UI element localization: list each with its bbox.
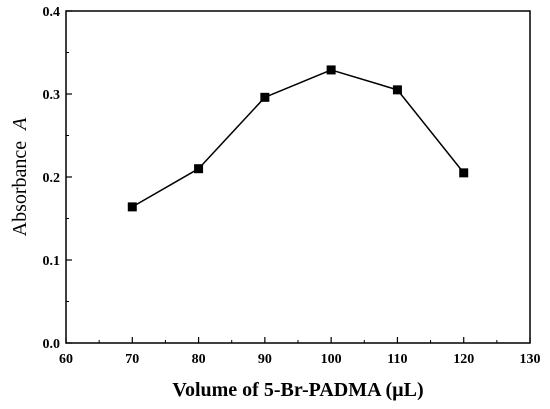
x-tick-label: 100: [321, 352, 342, 367]
series-line-segment: [264, 69, 332, 99]
x-axis-ticks: [65, 337, 531, 343]
series-line-segment: [198, 96, 266, 170]
x-tick-label: 130: [520, 352, 541, 367]
series-line-segment: [396, 89, 465, 174]
y-tick-label: 0.2: [43, 171, 61, 186]
x-tick-label: 120: [453, 352, 474, 367]
y-axis-ticks: [66, 10, 72, 344]
series-line-segment: [131, 168, 199, 208]
y-tick-label: 0.0: [43, 337, 61, 352]
data-point: [392, 85, 402, 95]
x-axis-title: Volume of 5-Br-PADMA (µL): [172, 379, 423, 401]
x-tick-label: 70: [125, 352, 139, 367]
y-tick-label: 0.4: [43, 5, 61, 20]
y-axis-title-variable: A: [9, 117, 31, 132]
series-lines: [131, 69, 465, 208]
data-point: [326, 65, 336, 75]
data-point: [127, 202, 137, 212]
series-markers: [127, 65, 469, 212]
data-point: [194, 164, 204, 174]
y-tick-label: 0.1: [43, 254, 61, 269]
y-tick-label: 0.3: [43, 88, 61, 103]
x-tick-label: 80: [192, 352, 206, 367]
data-point: [459, 168, 469, 178]
x-tick-label: 90: [258, 352, 272, 367]
x-axis-tick-labels: 60 70 80 90 100 110 120 130: [59, 352, 541, 367]
y-axis-title: Absorbance A: [9, 117, 31, 237]
y-axis-title-text: Absorbance: [9, 141, 31, 237]
data-point: [260, 92, 270, 102]
y-axis-tick-labels: 0.0 0.1 0.2 0.3 0.4: [43, 5, 61, 352]
x-tick-label: 60: [59, 352, 73, 367]
series-line-segment: [330, 69, 398, 91]
x-tick-label: 110: [387, 352, 407, 367]
